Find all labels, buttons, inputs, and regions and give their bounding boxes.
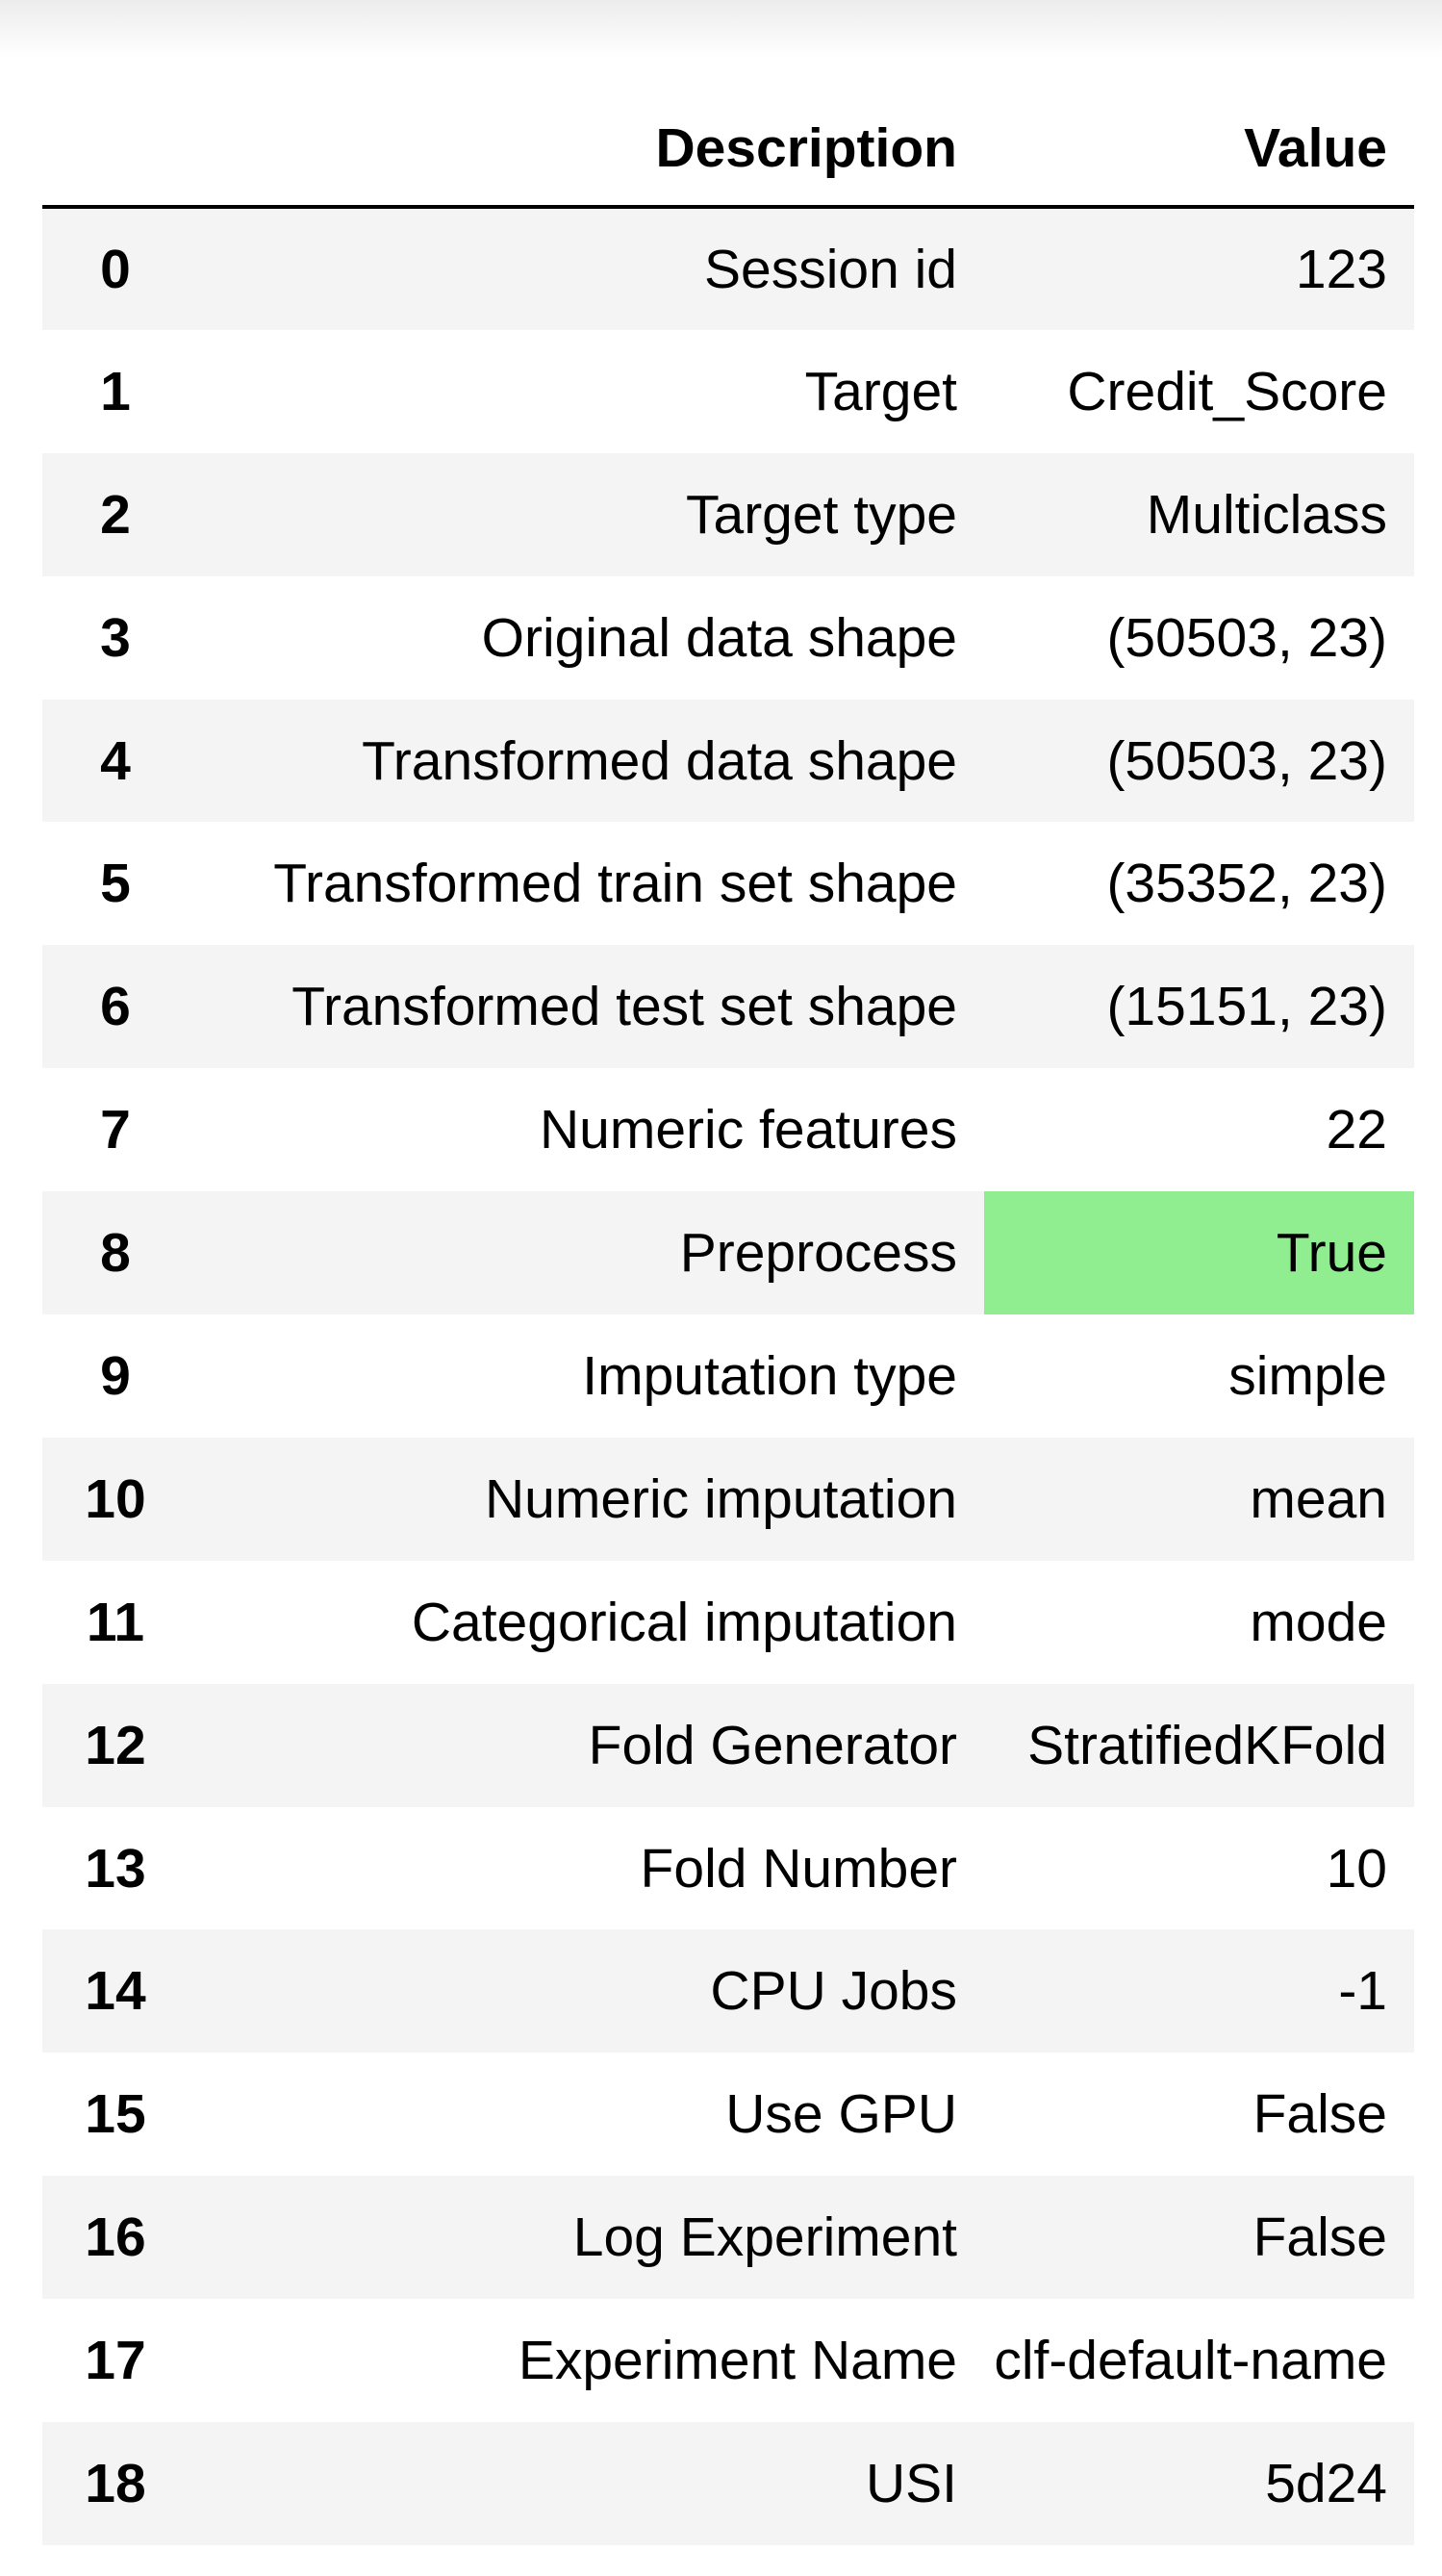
- row-index: 3: [100, 606, 131, 669]
- description-cell: Numeric features: [540, 1099, 957, 1161]
- row-index: 11: [86, 1591, 145, 1653]
- table-row: 6 Transformed test set shape (15151, 23): [42, 945, 1414, 1069]
- table-row: 4 Transformed data shape (50503, 23): [42, 699, 1414, 823]
- notebook-output-top-edge: [0, 0, 1442, 58]
- value-cell: Multiclass: [1146, 483, 1387, 546]
- description-cell: Transformed train set shape: [273, 853, 957, 915]
- value-cell: simple: [1228, 1344, 1387, 1407]
- value-cell: (50503, 23): [1106, 606, 1387, 669]
- value-cell: Credit_Score: [1067, 360, 1387, 422]
- description-cell: Categorical imputation: [411, 1591, 957, 1653]
- table-row: 7 Numeric features 22: [42, 1068, 1414, 1191]
- value-cell: False: [1252, 2206, 1387, 2269]
- description-cell: USI: [865, 2452, 957, 2514]
- table-row: 5 Transformed train set shape (35352, 23): [42, 822, 1414, 945]
- value-cell: (50503, 23): [1106, 729, 1387, 792]
- row-index: 7: [100, 1099, 131, 1161]
- description-cell: Transformed data shape: [362, 729, 957, 792]
- setup-summary-table: Description Value 0 Session id 123 1 Target C…: [42, 91, 1414, 2545]
- value-cell: 5d24: [1265, 2452, 1387, 2514]
- table-row: 0 Session id 123: [42, 207, 1414, 330]
- index-column-header: [42, 91, 189, 209]
- description-cell: Fold Number: [640, 1837, 957, 1900]
- description-column-header: Description: [189, 91, 984, 209]
- row-index: 10: [85, 1467, 146, 1530]
- row-index: 6: [100, 976, 131, 1038]
- row-index: 9: [100, 1344, 131, 1407]
- description-cell: Imputation type: [582, 1344, 957, 1407]
- table-row: 2 Target type Multiclass: [42, 452, 1414, 576]
- value-cell: 10: [1326, 1837, 1387, 1900]
- value-cell-highlighted: True: [984, 1191, 1414, 1315]
- table-row: 14 CPU Jobs -1: [42, 1929, 1414, 2053]
- value-cell: -1: [1338, 1960, 1387, 2023]
- value-cell: clf-default-name: [994, 2330, 1387, 2392]
- row-index: 14: [85, 1960, 146, 2023]
- table-header-row: Description Value: [42, 91, 1414, 209]
- table-row: 10 Numeric imputation mean: [42, 1437, 1414, 1561]
- value-cell: 123: [1295, 238, 1387, 300]
- row-index: 16: [85, 2206, 146, 2269]
- description-cell: Session id: [704, 238, 957, 300]
- description-cell: Original data shape: [481, 606, 957, 669]
- row-index: 17: [85, 2330, 146, 2392]
- row-index: 1: [100, 360, 131, 422]
- table-row: 12 Fold Generator StratifiedKFold: [42, 1683, 1414, 1807]
- row-index: 4: [100, 729, 131, 792]
- description-cell: Log Experiment: [572, 2206, 957, 2269]
- description-cell: Transformed test set shape: [291, 976, 957, 1038]
- row-index: 18: [85, 2452, 146, 2514]
- table-row: 11 Categorical imputation mode: [42, 1561, 1414, 1684]
- value-cell: mean: [1250, 1467, 1387, 1530]
- description-cell: Experiment Name: [518, 2330, 957, 2392]
- value-cell: 22: [1326, 1099, 1387, 1161]
- row-index: 0: [100, 238, 131, 300]
- description-cell: Fold Generator: [588, 1714, 957, 1776]
- value-cell: mode: [1250, 1591, 1387, 1653]
- value-column-header: Value: [984, 91, 1414, 209]
- description-cell: Numeric imputation: [484, 1467, 957, 1530]
- row-index: 2: [100, 483, 131, 546]
- description-cell: Preprocess: [679, 1222, 957, 1285]
- table-row: 3 Original data shape (50503, 23): [42, 576, 1414, 700]
- table-row: 1 Target Credit_Score: [42, 330, 1414, 453]
- row-index: 5: [100, 853, 131, 915]
- value-cell: (15151, 23): [1106, 976, 1387, 1038]
- value-cell: (35352, 23): [1106, 853, 1387, 915]
- table-row: 18 USI 5d24: [42, 2422, 1414, 2545]
- description-cell: Target: [804, 360, 957, 422]
- row-index: 8: [100, 1222, 131, 1285]
- description-cell: Target type: [686, 483, 957, 546]
- table-body: 0 Session id 123 1 Target Credit_Score 2 Target…: [42, 207, 1414, 2545]
- table-row: 17 Experiment Name clf-default-name: [42, 2299, 1414, 2422]
- table-row: 15 Use GPU False: [42, 2053, 1414, 2176]
- row-index: 13: [85, 1837, 146, 1900]
- table-row: 13 Fold Number 10: [42, 1807, 1414, 1930]
- table-row: 9 Imputation type simple: [42, 1314, 1414, 1438]
- table-row: 16 Log Experiment False: [42, 2176, 1414, 2300]
- description-cell: CPU Jobs: [710, 1960, 957, 2023]
- row-index: 12: [85, 1714, 146, 1776]
- table-row: 8 Preprocess True: [42, 1191, 1414, 1315]
- row-index: 15: [85, 2083, 146, 2146]
- description-cell: Use GPU: [725, 2083, 957, 2146]
- value-cell: StratifiedKFold: [1027, 1714, 1387, 1776]
- value-cell: False: [1252, 2083, 1387, 2146]
